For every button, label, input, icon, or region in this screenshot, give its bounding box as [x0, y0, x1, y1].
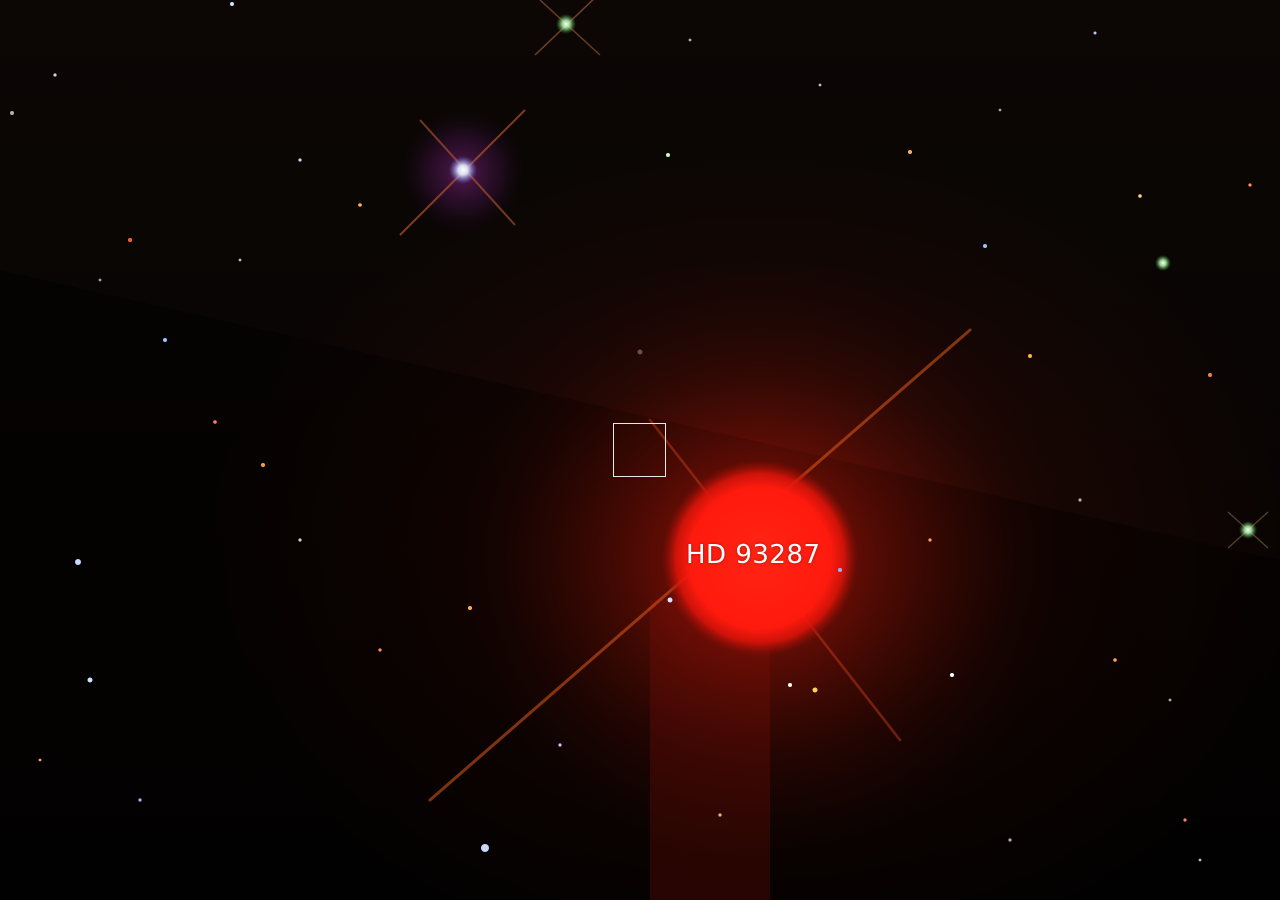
bright-star	[662, 460, 858, 656]
star-right	[1155, 255, 1269, 549]
star-upper-left	[399, 109, 526, 236]
star-top	[534, 0, 601, 56]
field-stars	[10, 2, 1252, 862]
star-label: HD 93287	[686, 540, 821, 570]
selection-box	[613, 423, 666, 477]
